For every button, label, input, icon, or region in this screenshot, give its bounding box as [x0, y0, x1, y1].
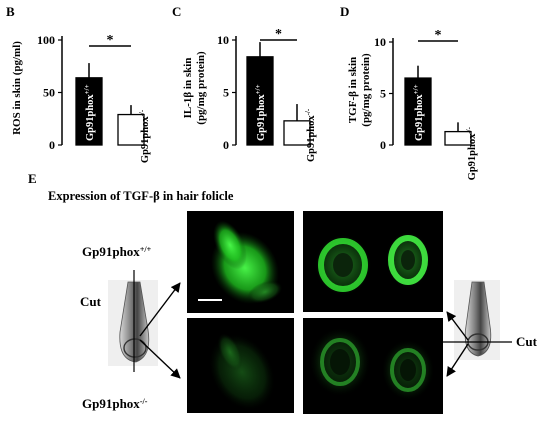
chart-c-ticks: 0 5 10 — [217, 33, 237, 152]
chart-b-category-label-1: Gp91phox+/+ — [83, 84, 96, 141]
chart-b-ticks: 0 50 100 — [37, 33, 63, 152]
chart-d-category-label-2: Gp91phox-/- — [465, 126, 478, 180]
panel-label-b: B — [6, 4, 15, 19]
arrow-to-longitudinal-bottom — [139, 339, 181, 379]
chart-c-significance-mark: * — [275, 27, 282, 42]
arrow-to-cross-section-bottom — [446, 343, 469, 377]
arrow-to-longitudinal-top — [139, 282, 181, 337]
chart-b-bars: Gp91phox+/+ Gp91phox-/- * — [75, 33, 151, 163]
micrograph-cross-section-wildtype — [303, 211, 443, 312]
micrograph-longitudinal-wildtype — [187, 211, 294, 313]
chart-d-ylabel-line-1: TGF-β in skin — [347, 57, 359, 123]
chart-b-tick-label: 0 — [49, 138, 55, 152]
chart-d-category-label-1: Gp91phox+/+ — [412, 84, 425, 141]
chart-d-significance-mark: * — [435, 28, 442, 43]
micrograph-cross-section-knockout — [303, 318, 443, 414]
panel-label-e: E — [28, 171, 37, 186]
chart-b-tick-label: 100 — [37, 33, 55, 47]
chart-c-tick-label: 10 — [217, 33, 229, 47]
chart-c-tick-label: 5 — [223, 86, 229, 100]
micrograph-longitudinal-knockout — [187, 318, 294, 413]
chart-b-bar-1 — [75, 77, 103, 146]
row-label-knockout: Gp91phox-/- — [82, 396, 148, 411]
chart-b-category-label-2: Gp91phox-/- — [138, 109, 151, 163]
chart-b-tick-label: 50 — [43, 86, 55, 100]
chart-d-tick-label: 0 — [380, 138, 386, 152]
chart-d-ticks: 0 5 10 — [374, 35, 394, 152]
chart-b-significance-mark: * — [107, 33, 114, 48]
panel-label-d: D — [340, 4, 349, 19]
chart-d: D TGF-β in skin (pg/mg protein) 0 5 10 Gp9… — [340, 4, 478, 180]
panel-e-title: Expression of TGF-β in hair folicle — [48, 189, 234, 203]
chart-c-category-label-1: Gp91phox+/+ — [254, 84, 267, 141]
hair-follicle-schematic-right — [440, 280, 512, 360]
chart-c: C IL-1β in skin (pg/mg protein) 0 5 10 Gp9… — [172, 4, 317, 162]
row-label-wildtype: Gp91phox+/+ — [82, 244, 152, 259]
chart-d-ylabel-line-2: (pg/mg protein) — [360, 53, 372, 127]
panel-label-c: C — [172, 4, 181, 19]
chart-c-ylabel-line-2: (pg/mg protein) — [195, 51, 207, 125]
chart-c-bars: Gp91phox+/+ Gp91phox-/- * — [246, 27, 317, 162]
cut-label-right: Cut — [516, 334, 538, 349]
chart-d-tick-label: 5 — [380, 87, 386, 101]
chart-b-ylabel: ROS in skin (pg/ml) — [11, 41, 23, 135]
chart-d-tick-label: 10 — [374, 35, 386, 49]
chart-c-tick-label: 0 — [223, 138, 229, 152]
chart-d-bars: Gp91phox+/+ Gp91phox-/- * — [404, 28, 478, 180]
chart-b: B ROS in skin (pg/ml) 0 50 100 Gp91phox+/+… — [6, 4, 151, 163]
chart-c-ylabel-line-1: IL-1β in skin — [182, 58, 194, 119]
chart-d-bar-1 — [404, 77, 432, 146]
chart-c-category-label-2: Gp91phox-/- — [304, 108, 317, 162]
arrow-to-cross-section-top — [446, 311, 469, 341]
cut-label-left: Cut — [80, 294, 102, 309]
